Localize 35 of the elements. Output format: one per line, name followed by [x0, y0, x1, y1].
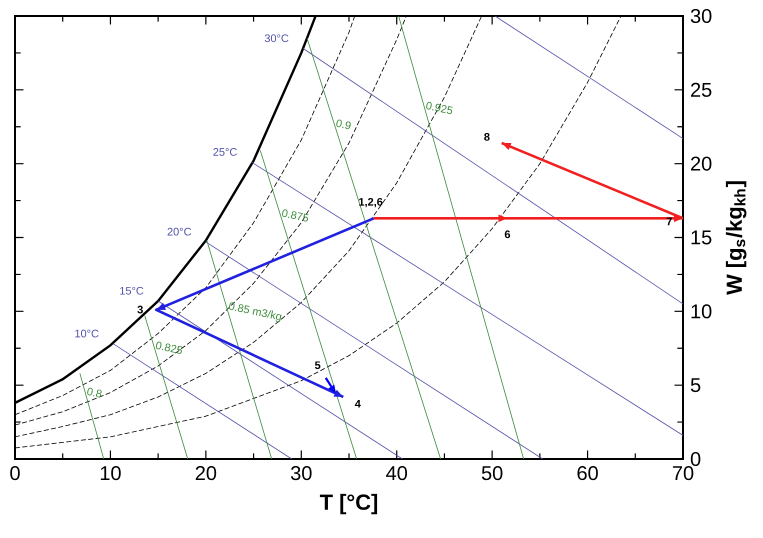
- series-label: 15°C: [120, 286, 144, 295]
- text: 0.8: [87, 388, 102, 398]
- series-label: 20°C: [168, 228, 192, 236]
- y-tick-label: 0: [690, 452, 700, 466]
- y-tick-label: 10: [692, 304, 712, 318]
- y-tick-label: 15: [692, 230, 712, 244]
- y-axis-title: W [g$_{s}$/kg$_{kh}$]: [726, 181, 746, 295]
- text: 0.9: [336, 120, 351, 130]
- annotation: 4: [354, 400, 361, 408]
- text: 0.875: [282, 209, 309, 222]
- x-tick-label: 20: [196, 466, 216, 480]
- x-axis-title: T [°C]: [320, 494, 378, 514]
- y-tick-label: 5: [690, 378, 700, 392]
- text: 0.925: [426, 102, 453, 114]
- x-tick-label: 70: [672, 466, 694, 480]
- series-label: 10°C: [75, 330, 99, 338]
- x-tick-label: 0: [10, 466, 20, 480]
- annotation: 8: [484, 132, 490, 141]
- x-tick-label: 40: [386, 466, 408, 480]
- x-tick-label: 30: [290, 466, 312, 480]
- annotation: 5: [314, 361, 320, 370]
- x-tick-label: 60: [577, 466, 598, 480]
- x-tick-label: 50: [482, 466, 502, 480]
- text: 0.85 m3/kg: [229, 302, 282, 322]
- x-tick-label: 10: [100, 466, 121, 480]
- y-tick-label: 30: [690, 8, 712, 24]
- annotation: 6: [504, 230, 510, 238]
- y-tick-label: 25: [691, 82, 712, 97]
- y-tick-label: 20: [691, 156, 712, 171]
- text: 0.825: [156, 342, 182, 354]
- annotation: 3: [137, 306, 143, 314]
- series-label: 30°C: [264, 34, 288, 42]
- series-label: 25°C: [213, 148, 237, 156]
- annotation: 1,2,6: [359, 198, 382, 208]
- annotation: 7: [666, 218, 672, 226]
